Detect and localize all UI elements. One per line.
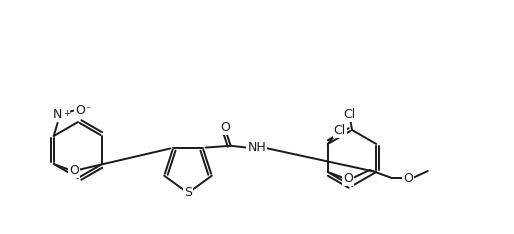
Text: Cl: Cl xyxy=(334,124,346,136)
Text: O: O xyxy=(403,172,413,184)
Text: +: + xyxy=(63,109,70,118)
Text: Cl: Cl xyxy=(343,107,355,121)
Text: NH: NH xyxy=(247,141,266,154)
Text: S: S xyxy=(184,186,192,200)
Text: O: O xyxy=(75,103,85,117)
Text: N: N xyxy=(53,107,62,121)
Text: ⁻: ⁻ xyxy=(86,105,91,115)
Text: O: O xyxy=(343,172,353,184)
Text: O: O xyxy=(69,164,79,176)
Text: O: O xyxy=(220,121,230,134)
